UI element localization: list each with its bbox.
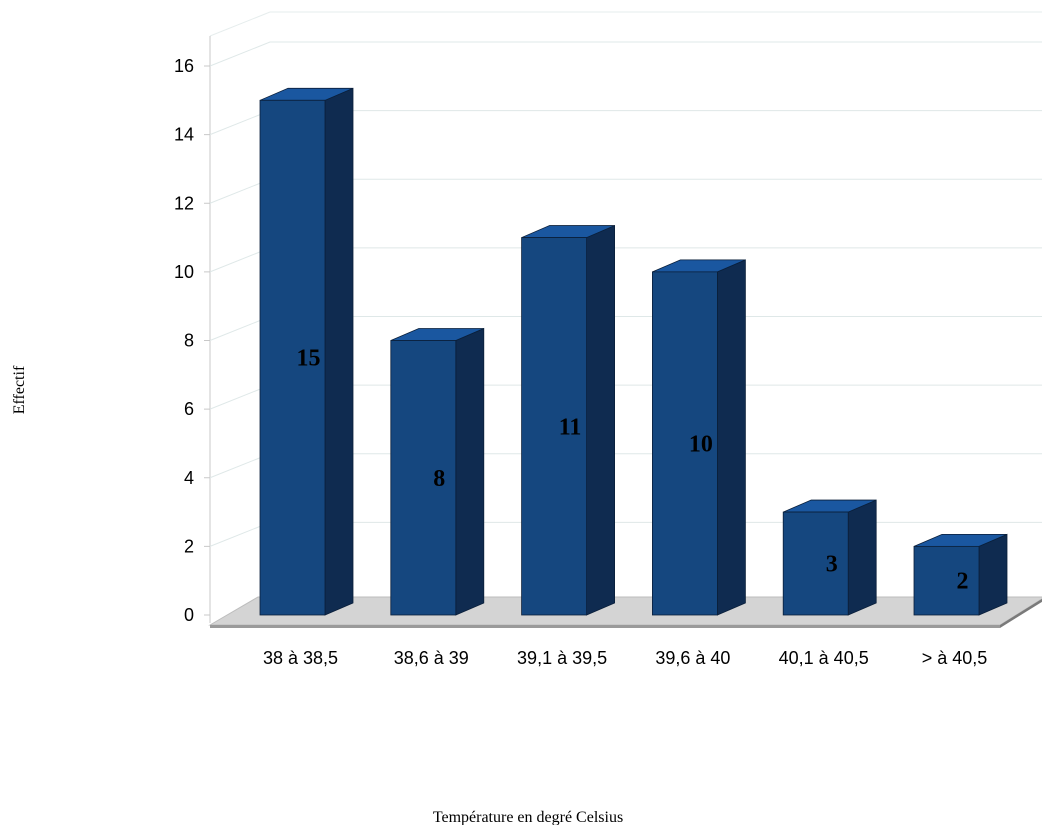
side-wall-top-edge xyxy=(209,11,271,37)
x-axis-ticks: 38 à 38,5 38,6 à 39 39,1 à 39,5 39,6 à 40 40… xyxy=(263,648,987,668)
bar-data-label: 11 xyxy=(559,414,582,440)
bar: 8 xyxy=(390,327,485,616)
y-tick-label: 16 xyxy=(174,56,194,76)
bar-data-label: 8 xyxy=(433,466,445,492)
x-tick-label: > à 40,5 xyxy=(922,648,988,668)
bar-front xyxy=(652,271,718,616)
y-axis-ticks: 0 2 4 6 8 10 12 14 16 xyxy=(174,56,210,625)
x-tick-label: 39,1 à 39,5 xyxy=(517,648,607,668)
x-tick-label: 39,6 à 40 xyxy=(655,648,730,668)
y-axis-title: Effectif xyxy=(11,365,28,414)
y-tick-label: 12 xyxy=(174,193,194,213)
y-tick-label: 14 xyxy=(174,125,194,145)
bar: 10 xyxy=(652,259,746,616)
bar-side xyxy=(978,533,1008,616)
bar-front xyxy=(913,545,980,616)
bar-front xyxy=(782,511,849,616)
bar-front xyxy=(259,99,326,616)
gridline xyxy=(209,41,1042,67)
x-tick-label: 38 à 38,5 xyxy=(263,648,338,668)
bar-side xyxy=(717,259,746,616)
chart-walls xyxy=(209,11,1042,623)
y-tick-label: 2 xyxy=(184,536,194,556)
bar: 11 xyxy=(521,224,615,616)
bar-data-label: 2 xyxy=(957,569,969,595)
bar-side xyxy=(586,224,615,616)
y-tick-label: 0 xyxy=(184,605,194,625)
y-tick-label: 4 xyxy=(184,468,194,488)
x-tick-label: 38,6 à 39 xyxy=(394,648,469,668)
bar-side xyxy=(847,499,877,616)
bar-front xyxy=(521,237,587,616)
bar-data-label: 3 xyxy=(826,552,838,578)
bar: 3 xyxy=(782,499,877,616)
bar-data-label: 15 xyxy=(297,346,321,372)
bar: 15 xyxy=(259,87,354,616)
bar-data-label: 10 xyxy=(689,431,713,457)
x-tick-label: 40,1 à 40,5 xyxy=(779,648,869,668)
y-tick-label: 8 xyxy=(184,331,194,351)
floor-side-edge xyxy=(1000,598,1042,628)
bar-front xyxy=(390,340,457,616)
bar-side xyxy=(455,327,485,616)
floor-front-edge xyxy=(210,625,1000,628)
bar: 2 xyxy=(913,533,1008,616)
x-axis-title: Température en degré Celsius xyxy=(433,809,623,825)
y-tick-label: 6 xyxy=(184,399,194,419)
y-tick-label: 10 xyxy=(174,262,194,282)
bars: 15 8 11 10 3 2 xyxy=(259,87,1008,616)
bar-side xyxy=(324,87,354,616)
